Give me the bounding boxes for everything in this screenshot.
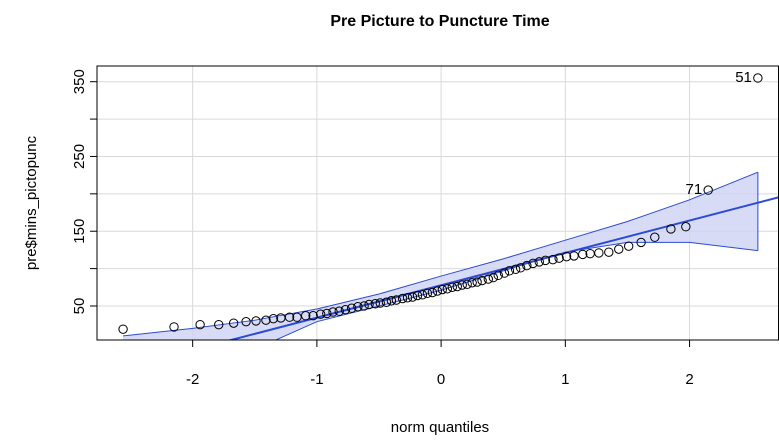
point — [315, 309, 326, 319]
x-tick-label: -2 — [186, 371, 199, 388]
x-tick-label: 2 — [685, 371, 693, 388]
plot-frame — [96, 65, 779, 341]
point — [284, 312, 295, 322]
band-upper — [123, 171, 759, 337]
x-axis-label: norm quantiles — [391, 419, 489, 436]
point — [703, 185, 713, 195]
point — [292, 312, 302, 322]
point — [328, 307, 338, 317]
point — [594, 248, 604, 258]
point — [578, 249, 588, 260]
point — [308, 311, 318, 321]
point — [504, 266, 515, 276]
point — [375, 298, 385, 308]
x-tick-label: 1 — [561, 371, 569, 388]
point — [499, 268, 510, 278]
point — [370, 299, 380, 309]
chart-title: Pre Picture to Puncture Time — [330, 13, 549, 30]
point — [540, 255, 551, 266]
point — [636, 237, 646, 248]
point — [467, 278, 477, 288]
point — [510, 264, 521, 275]
point — [472, 277, 482, 287]
y-tick-label: 150 — [71, 219, 88, 244]
point — [300, 311, 311, 321]
point — [432, 286, 443, 296]
point-label: 51 — [735, 69, 752, 86]
point — [666, 224, 676, 234]
point — [334, 306, 344, 316]
point — [650, 232, 660, 242]
point — [604, 247, 614, 257]
band-area — [123, 172, 758, 340]
point — [195, 319, 205, 330]
y-tick-label: 350 — [71, 69, 88, 94]
y-tick-label: 250 — [71, 144, 88, 169]
point — [364, 299, 374, 310]
point — [753, 73, 763, 83]
point — [522, 260, 532, 271]
point — [118, 324, 128, 334]
point-label: 71 — [686, 181, 703, 198]
point — [228, 318, 239, 328]
point — [569, 251, 579, 261]
point — [623, 241, 634, 251]
point — [268, 313, 279, 324]
point — [412, 290, 423, 301]
point — [407, 292, 418, 302]
point — [462, 279, 472, 290]
point — [322, 308, 332, 319]
point — [214, 319, 224, 330]
point — [241, 316, 251, 327]
point — [391, 295, 402, 305]
point — [477, 275, 487, 286]
point — [534, 257, 544, 267]
point — [483, 274, 494, 284]
point — [417, 290, 428, 300]
point — [397, 293, 408, 304]
point — [681, 222, 691, 232]
point — [561, 251, 572, 262]
point — [515, 263, 526, 273]
point — [437, 284, 448, 295]
point — [422, 288, 433, 298]
point — [548, 254, 558, 265]
point — [353, 302, 363, 312]
y-axis-label: pre$mins_pictopunc — [23, 135, 40, 270]
points: 71 51 — [118, 69, 763, 334]
point — [457, 280, 467, 290]
point — [554, 253, 564, 263]
point — [340, 305, 351, 315]
point — [528, 258, 538, 269]
point — [169, 322, 179, 332]
band-lower — [274, 241, 758, 340]
point — [346, 303, 357, 313]
point — [614, 244, 624, 254]
point — [488, 272, 498, 283]
point — [447, 282, 457, 292]
point — [261, 315, 271, 325]
point — [442, 284, 453, 294]
point — [402, 293, 413, 303]
point — [359, 301, 369, 311]
point — [251, 316, 261, 326]
y-tick-label: 50 — [71, 298, 88, 315]
reference-line — [227, 196, 779, 340]
point — [452, 281, 462, 292]
point — [427, 287, 438, 298]
x-tick-label: -1 — [310, 371, 323, 388]
point — [493, 270, 503, 281]
x-tick-label: 0 — [437, 371, 445, 388]
confidence-band — [123, 171, 779, 340]
grid — [97, 66, 779, 340]
point — [381, 297, 392, 307]
point — [386, 296, 397, 306]
